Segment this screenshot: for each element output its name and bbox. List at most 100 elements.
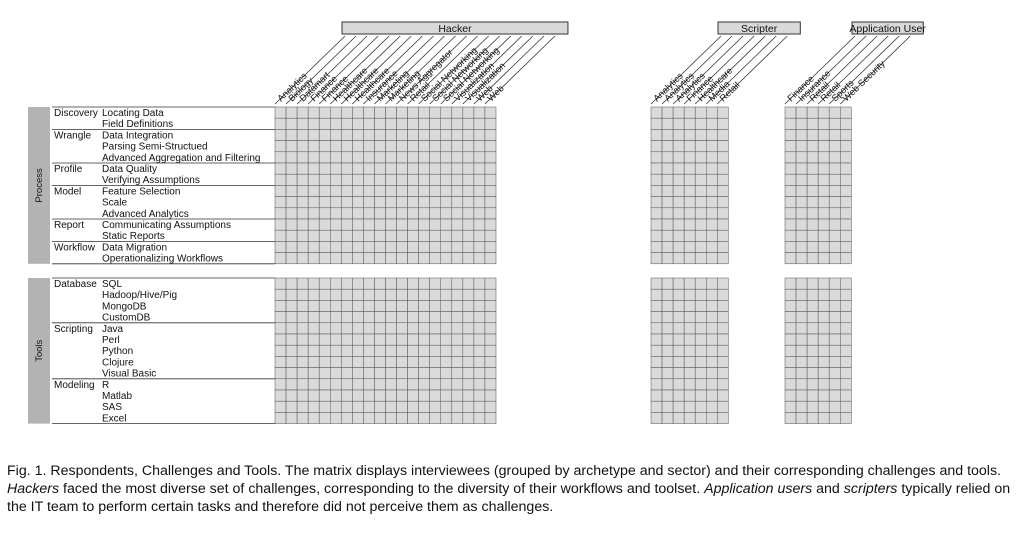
- matrix-cell: [330, 412, 342, 424]
- matrix-cell: [374, 162, 386, 175]
- matrix-cell: [672, 129, 685, 141]
- matrix-cell: [484, 229, 497, 242]
- matrix-cell: [683, 218, 696, 231]
- matrix-cell: [484, 173, 497, 186]
- matrix-cell: [352, 400, 364, 413]
- matrix-cell: [784, 106, 797, 119]
- matrix-cell: [650, 140, 663, 153]
- matrix-cell: [694, 412, 707, 424]
- matrix-cell: [672, 277, 685, 290]
- matrix-cell: [706, 400, 718, 413]
- matrix-cell: [650, 300, 663, 312]
- matrix-cell: [307, 173, 320, 186]
- matrix-cell: [717, 344, 729, 357]
- matrix-cell: [385, 196, 397, 209]
- matrix-cell: [318, 129, 331, 141]
- matrix-cell: [374, 311, 386, 324]
- matrix-cell: [396, 288, 408, 301]
- matrix-cell: [307, 162, 320, 175]
- matrix-cell: [285, 140, 298, 153]
- matrix-cell: [374, 151, 386, 164]
- matrix-cell: [318, 207, 331, 220]
- matrix-cell: [429, 140, 442, 153]
- matrix-cell: [706, 252, 718, 265]
- matrix-cell: [795, 322, 808, 335]
- matrix-cell: [484, 129, 497, 141]
- matrix-cell: [650, 185, 663, 197]
- matrix-cell: [462, 207, 475, 220]
- matrix-cell: [407, 277, 419, 290]
- matrix-cell: [318, 400, 331, 413]
- matrix-cell: [396, 367, 408, 380]
- matrix-cell: [341, 252, 353, 265]
- matrix-cell: [385, 367, 397, 380]
- row-label: Hadoop/Hive/Pig: [102, 290, 177, 301]
- matrix-cell: [352, 151, 364, 164]
- matrix-cell: [473, 378, 486, 391]
- matrix-cell: [440, 311, 453, 324]
- column-label-leader: [429, 35, 500, 105]
- matrix-cell: [363, 173, 375, 186]
- matrix-cell: [828, 412, 841, 424]
- matrix-cell: [672, 367, 685, 380]
- matrix-cell: [429, 311, 442, 324]
- matrix-cell: [363, 218, 375, 231]
- matrix-cell: [672, 300, 685, 312]
- matrix-cell: [806, 162, 819, 175]
- matrix-cell: [330, 288, 342, 301]
- matrix-cell: [318, 117, 331, 130]
- matrix-cell: [285, 185, 298, 197]
- matrix-cell: [462, 356, 475, 368]
- matrix-cell: [330, 207, 342, 220]
- matrix-cell: [341, 356, 353, 368]
- matrix-cell: [374, 207, 386, 220]
- matrix-cell: [429, 300, 442, 312]
- matrix-cell: [683, 389, 696, 402]
- matrix-cell: [418, 300, 430, 312]
- row-label: Parsing Semi-Structued: [102, 142, 208, 153]
- matrix-cell: [817, 218, 830, 231]
- matrix-cell: [462, 344, 475, 357]
- matrix-cell: [418, 162, 430, 175]
- matrix-cell: [462, 218, 475, 231]
- matrix-cell: [374, 229, 386, 242]
- matrix-cell: [784, 389, 797, 402]
- matrix-cell: [307, 207, 320, 220]
- matrix-cell: [429, 151, 442, 164]
- matrix-cell: [296, 389, 309, 402]
- matrix-cell: [407, 389, 419, 402]
- matrix-cell: [795, 412, 808, 424]
- column-label-leader: [784, 35, 856, 105]
- matrix-cell: [285, 378, 298, 391]
- matrix-cell: [784, 162, 797, 175]
- column-label-leader: [274, 35, 346, 105]
- matrix-cell: [429, 196, 442, 209]
- matrix-cell: [385, 106, 397, 119]
- matrix-cell: [374, 300, 386, 312]
- matrix-cell: [817, 140, 830, 153]
- matrix-cell: [451, 322, 464, 335]
- column-label-leader: [672, 35, 744, 105]
- matrix-cell: [352, 196, 364, 209]
- matrix-cell: [706, 311, 718, 324]
- matrix-cell: [307, 185, 320, 197]
- matrix-cell: [341, 389, 353, 402]
- matrix-cell: [274, 367, 287, 380]
- matrix-cell: [694, 288, 707, 301]
- matrix-cell: [817, 196, 830, 209]
- matrix-cell: [374, 333, 386, 346]
- matrix-cell: [672, 218, 685, 231]
- matrix-cell: [330, 252, 342, 265]
- matrix-cell: [717, 389, 729, 402]
- matrix-cell: [817, 322, 830, 335]
- matrix-cell: [462, 252, 475, 265]
- matrix-cell: [706, 344, 718, 357]
- row-label: SQL: [102, 279, 122, 290]
- matrix-cell: [396, 241, 408, 253]
- matrix-cell: [385, 218, 397, 231]
- matrix-cell: [407, 129, 419, 141]
- matrix-cell: [396, 300, 408, 312]
- matrix-cell: [396, 106, 408, 119]
- row-label: Excel: [102, 413, 126, 424]
- matrix-cell: [840, 367, 852, 380]
